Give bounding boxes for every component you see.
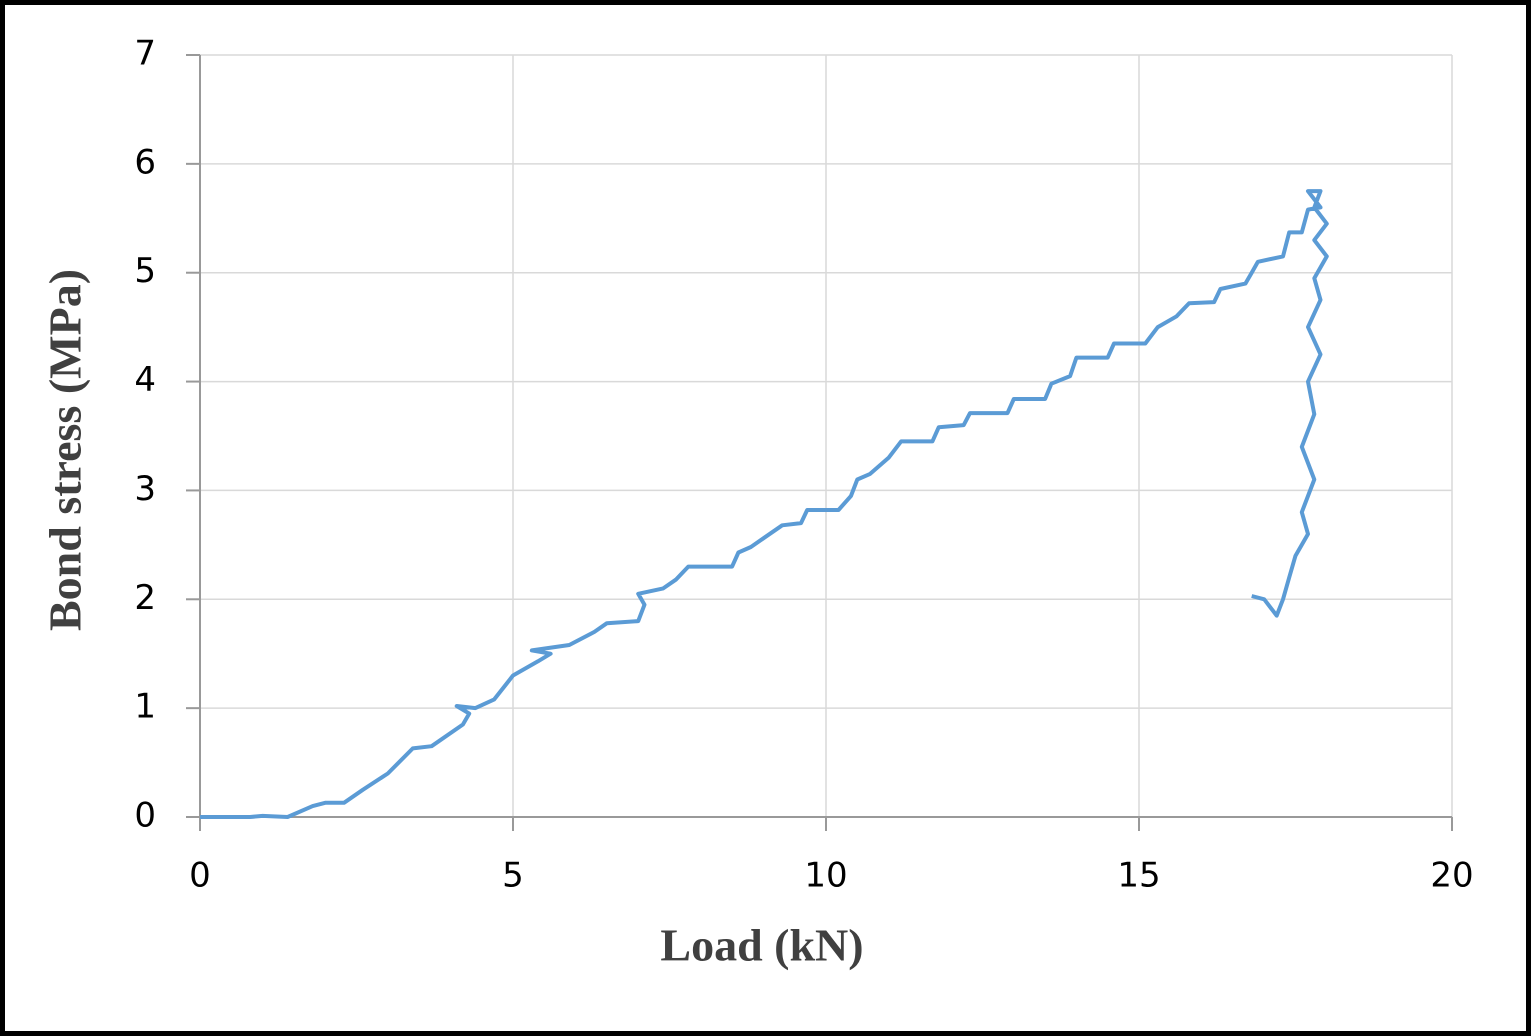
y-tick-label: 3 [134, 469, 156, 509]
x-tick-label: 15 [1117, 856, 1160, 896]
x-tick-label: 5 [502, 856, 524, 896]
data-line [200, 189, 1329, 819]
x-tick-label: 10 [804, 856, 847, 896]
y-tick-label: 6 [134, 142, 156, 182]
y-tick-label: 7 [134, 34, 156, 74]
y-tick-label: 1 [134, 687, 156, 727]
y-tick-label: 5 [134, 251, 156, 291]
y-tick-label: 2 [134, 578, 156, 618]
x-tick-label: 20 [1430, 856, 1473, 896]
x-tick-label: 0 [189, 856, 211, 896]
y-tick-label: 4 [134, 360, 156, 400]
y-tick-label: 0 [134, 796, 156, 836]
x-axis-title: Load (kN) [660, 920, 863, 971]
y-axis-title: Bond stress (MPa) [40, 269, 91, 631]
